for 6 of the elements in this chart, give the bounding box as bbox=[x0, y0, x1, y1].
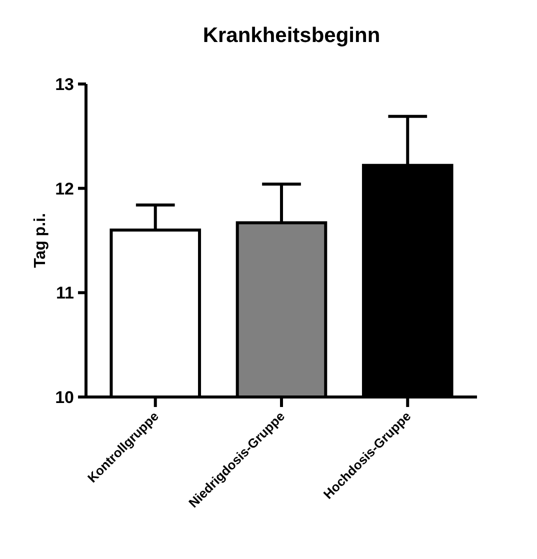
y-axis-title: Tag p.i. bbox=[32, 213, 49, 268]
y-tick-label: 11 bbox=[56, 284, 74, 303]
y-tick-label: 13 bbox=[55, 74, 74, 94]
y-tick-label: 12 bbox=[55, 179, 74, 198]
chart-title: Krankheitsbeginn bbox=[202, 24, 380, 47]
y-tick-label: 10 bbox=[55, 388, 74, 407]
